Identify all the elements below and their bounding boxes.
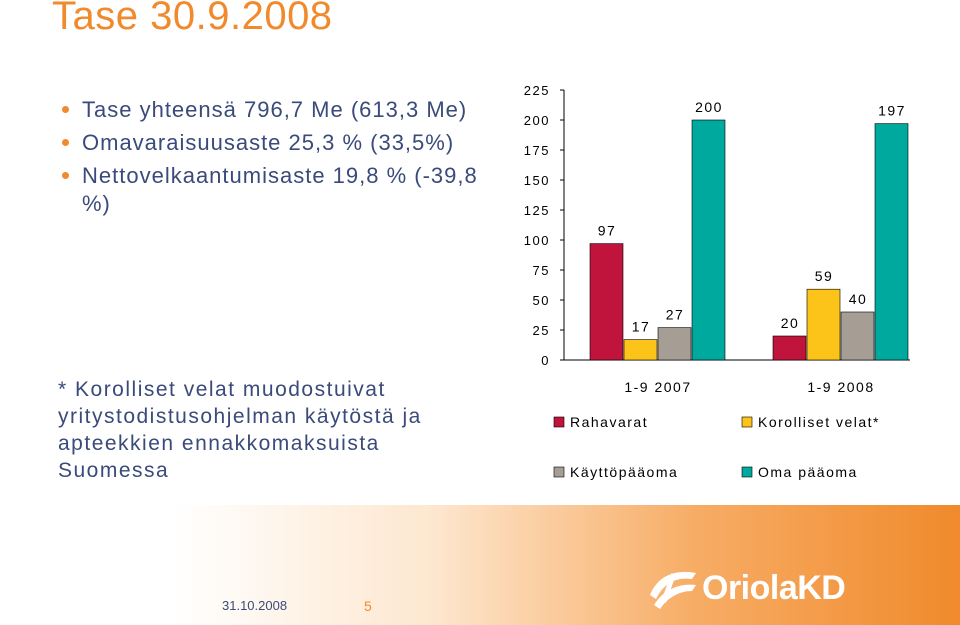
y-tick-label: 225 [524, 83, 550, 98]
legend-label: Rahavarat [570, 414, 648, 430]
page-number: 5 [364, 598, 372, 614]
y-tick-label: 25 [533, 323, 550, 338]
legend-swatch [741, 416, 753, 428]
legend-label: Oma pääoma [758, 464, 858, 480]
y-tick-label: 75 [533, 263, 550, 278]
oriola-kd-logo: OriolaKD [646, 565, 846, 611]
x-tick-label: 1-9 2007 [624, 379, 691, 395]
bar [806, 288, 841, 361]
data-label: 59 [815, 268, 834, 284]
legend-swatch [741, 466, 753, 478]
y-tick-label: 200 [524, 113, 550, 128]
legend-swatch [553, 416, 565, 428]
bullet-list: Tase yhteensä 796,7 Me (613,3 Me) Omavar… [60, 96, 500, 223]
footnote: * Korolliset velat muodostuivat yritysto… [58, 378, 422, 482]
bar [840, 311, 875, 361]
data-label: 197 [878, 103, 906, 119]
data-label: 20 [781, 315, 800, 331]
y-tick-label: 150 [524, 173, 550, 188]
bar [874, 123, 909, 361]
bar [691, 119, 726, 361]
y-tick-label: 100 [524, 233, 550, 248]
footer-band [0, 505, 960, 625]
bullet-gearing: Nettovelkaantumisaste 19,8 % (-39,8 %) [60, 162, 500, 218]
legend-swatch [553, 466, 565, 478]
bar [589, 243, 624, 361]
logo-text: OriolaKD [702, 568, 846, 607]
data-label: 97 [598, 223, 617, 239]
y-tick-label: 125 [524, 203, 550, 218]
x-tick-label: 1-9 2008 [807, 379, 874, 395]
bar [772, 335, 807, 361]
data-label: 40 [849, 291, 868, 307]
y-tick-label: 175 [524, 143, 550, 158]
y-tick-label: 50 [533, 293, 550, 308]
bar [623, 339, 658, 361]
data-label: 27 [666, 307, 685, 323]
footer-date: 31.10.2008 [222, 598, 288, 613]
slide-title: Tase 30.9.2008 [52, 0, 333, 38]
bullet-equity-ratio: Omavaraisuusaste 25,3 % (33,5%) [60, 129, 500, 157]
logo-mark-icon [650, 571, 696, 609]
data-label: 17 [632, 319, 651, 335]
data-label: 200 [695, 99, 723, 115]
legend-label: Korolliset velat* [758, 414, 880, 430]
balance-bar-chart: 0 25 50 75 100 125 150 175 200 225 97 17 27 200 1-9 20… [524, 83, 910, 480]
legend-label: Käyttöpääoma [570, 464, 678, 480]
bullet-balance-total: Tase yhteensä 796,7 Me (613,3 Me) [60, 96, 500, 124]
bar [657, 327, 692, 361]
y-tick-label: 0 [541, 353, 550, 368]
